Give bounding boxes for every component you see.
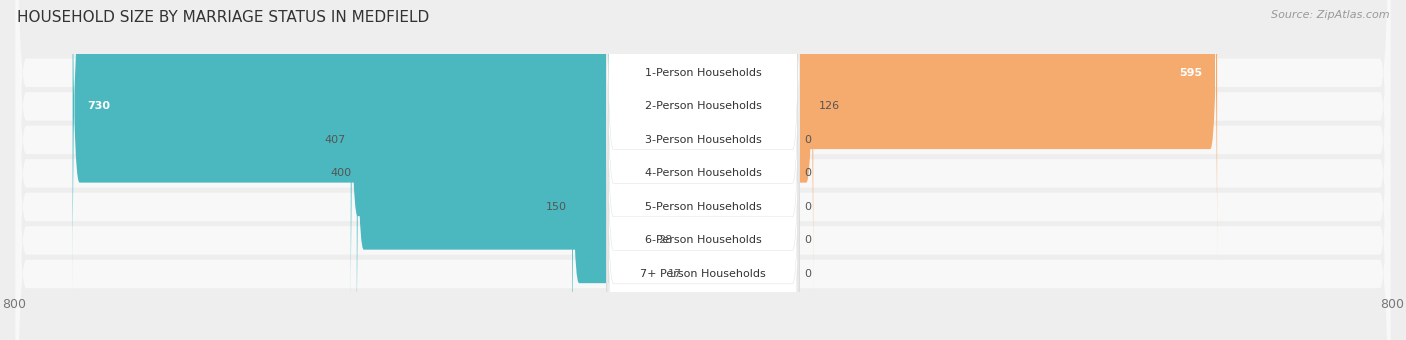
Text: 6-Person Households: 6-Person Households [644,235,762,245]
Text: 4-Person Households: 4-Person Households [644,168,762,179]
Text: 407: 407 [325,135,346,145]
Text: 0: 0 [804,235,811,245]
FancyBboxPatch shape [15,0,1391,340]
Text: 28: 28 [658,235,672,245]
Text: 17: 17 [668,269,682,279]
FancyBboxPatch shape [15,0,1391,340]
FancyBboxPatch shape [702,0,1218,265]
FancyBboxPatch shape [606,0,800,298]
FancyBboxPatch shape [357,0,704,340]
FancyBboxPatch shape [606,0,800,264]
Text: 5-Person Households: 5-Person Households [644,202,762,212]
Text: 400: 400 [330,168,352,179]
FancyBboxPatch shape [606,83,800,340]
Text: 126: 126 [818,101,839,112]
FancyBboxPatch shape [73,0,704,298]
FancyBboxPatch shape [606,49,800,340]
Text: 0: 0 [804,168,811,179]
Text: 2-Person Households: 2-Person Households [644,101,762,112]
FancyBboxPatch shape [350,0,704,332]
Text: 0: 0 [804,269,811,279]
Text: 150: 150 [546,202,567,212]
FancyBboxPatch shape [15,0,1391,340]
Text: 0: 0 [804,202,811,212]
FancyBboxPatch shape [686,82,704,340]
Text: 730: 730 [87,101,110,112]
FancyBboxPatch shape [702,0,813,298]
FancyBboxPatch shape [15,0,1391,340]
FancyBboxPatch shape [15,0,1391,340]
Text: 595: 595 [1180,68,1202,78]
Text: 7+ Person Households: 7+ Person Households [640,269,766,279]
Text: Source: ZipAtlas.com: Source: ZipAtlas.com [1271,10,1389,20]
FancyBboxPatch shape [606,16,800,340]
FancyBboxPatch shape [572,15,704,340]
FancyBboxPatch shape [15,0,1391,340]
Text: 3-Person Households: 3-Person Households [644,135,762,145]
FancyBboxPatch shape [606,0,800,340]
FancyBboxPatch shape [678,49,704,340]
Text: 0: 0 [804,135,811,145]
FancyBboxPatch shape [606,0,800,331]
FancyBboxPatch shape [15,0,1391,340]
Text: 1-Person Households: 1-Person Households [644,68,762,78]
Text: HOUSEHOLD SIZE BY MARRIAGE STATUS IN MEDFIELD: HOUSEHOLD SIZE BY MARRIAGE STATUS IN MED… [17,10,429,25]
